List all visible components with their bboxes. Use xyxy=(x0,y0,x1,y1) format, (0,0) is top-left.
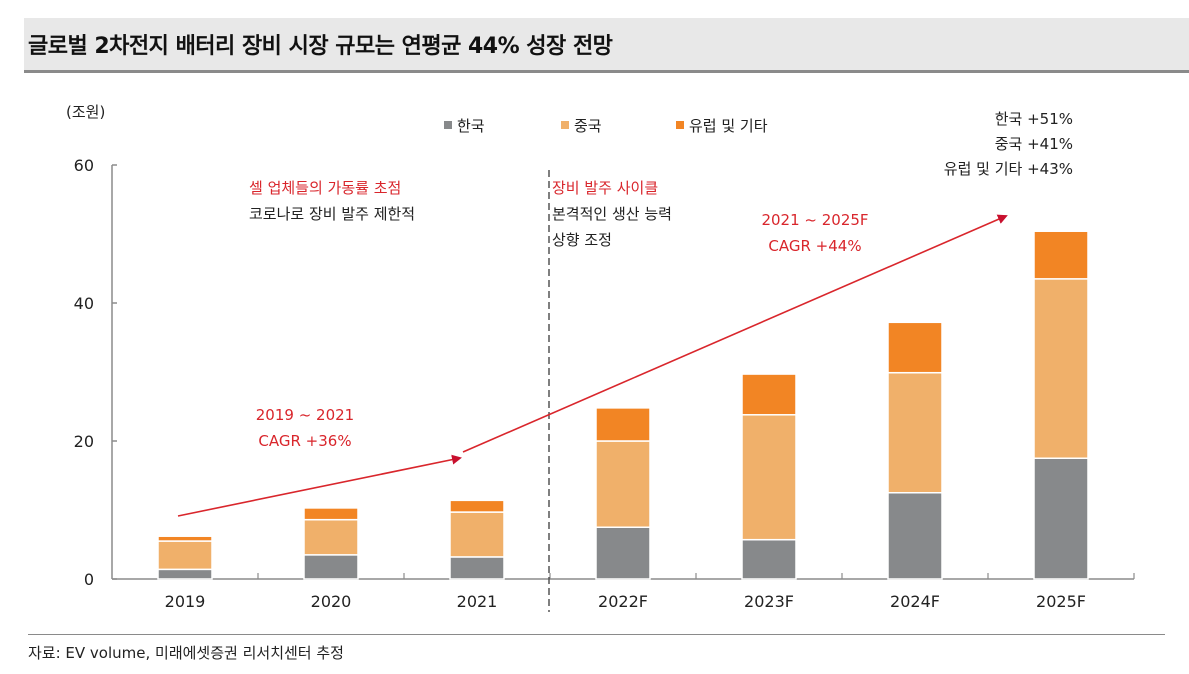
cagr2-value: CAGR +44% xyxy=(768,237,861,255)
legend: 한국 중국 유럽 및 기타 xyxy=(444,117,768,135)
bar-segment-korea xyxy=(887,492,943,580)
x-tick-label: 2025F xyxy=(1036,592,1086,611)
regional-cagr-label: 유럽 및 기타 +43% xyxy=(944,160,1073,178)
title-bar: 글로벌 2차전지 배터리 장비 시장 규모는 연평균 44% 성장 전망 xyxy=(24,18,1189,73)
cagr1-arrow xyxy=(177,454,462,517)
bar-segment-europe-other xyxy=(741,373,797,416)
chart-title: 글로벌 2차전지 배터리 장비 시장 규모는 연평균 44% 성장 전망 xyxy=(28,34,613,59)
left-period-headline: 셀 업체들의 가동률 초점 xyxy=(249,179,401,197)
y-tick-label: 40 xyxy=(74,294,94,313)
y-axis: 0 20 40 60 xyxy=(74,156,117,589)
legend-swatch xyxy=(444,121,452,129)
source-note: 자료: EV volume, 미래에셋증권 리서치센터 추정 xyxy=(28,644,344,662)
x-tick-label: 2021 xyxy=(457,592,498,611)
bar-segment-china xyxy=(887,371,943,494)
x-tick-label: 2023F xyxy=(744,592,794,611)
legend-label: 한국 xyxy=(457,117,485,135)
bar-segment-europe-other xyxy=(157,535,213,542)
cagr2-arrow xyxy=(462,214,1008,453)
footer-divider xyxy=(28,634,1165,635)
cagr1-value: CAGR +36% xyxy=(258,432,351,450)
y-tick-label: 60 xyxy=(74,156,94,175)
left-period-detail: 코로나로 장비 발주 제한적 xyxy=(249,205,415,223)
bar-segment-europe-other xyxy=(449,499,505,513)
right-period-detail: 본격적인 생산 능력 xyxy=(552,205,672,223)
x-tick-label: 2019 xyxy=(165,592,206,611)
bar-segment-china xyxy=(157,540,213,571)
bar-segment-china xyxy=(1033,278,1089,459)
bar-segment-korea xyxy=(741,538,797,580)
bar-segment-europe-other xyxy=(1033,230,1089,280)
bar-segment-korea xyxy=(303,554,359,580)
legend-label: 유럽 및 기타 xyxy=(689,117,768,135)
x-tick-label: 2024F xyxy=(890,592,940,611)
cagr2-period: 2021 ~ 2025F xyxy=(761,211,868,229)
bar-segment-china xyxy=(449,511,505,558)
bar-segment-europe-other xyxy=(595,407,651,442)
y-axis-label: (조원) xyxy=(66,103,105,121)
bar-segment-korea xyxy=(157,568,213,580)
bar-segment-europe-other xyxy=(303,507,359,521)
bar-segment-korea xyxy=(449,556,505,580)
annotations: 한국 +51% 중국 +41% 유럽 및 기타 +43% 셀 업체들의 가동률 초점코… xyxy=(177,110,1073,612)
bars xyxy=(157,230,1089,580)
x-tick-label: 2020 xyxy=(311,592,352,611)
legend-swatch xyxy=(676,121,684,129)
cagr1-period: 2019 ~ 2021 xyxy=(256,406,354,424)
bar-segment-korea xyxy=(1033,457,1089,580)
y-tick-label: 0 xyxy=(84,570,94,589)
bar-segment-china xyxy=(741,414,797,541)
legend-swatch xyxy=(561,121,569,129)
regional-cagr-label: 한국 +51% xyxy=(995,110,1073,128)
legend-label: 중국 xyxy=(574,117,602,135)
bar-segment-china xyxy=(303,518,359,556)
y-tick-label: 20 xyxy=(74,432,94,451)
x-tick-label: 2022F xyxy=(598,592,648,611)
regional-cagr-label: 중국 +41% xyxy=(995,135,1073,153)
right-period-headline: 장비 발주 사이클 xyxy=(552,179,658,197)
bar-segment-europe-other xyxy=(887,321,943,374)
bar-segment-china xyxy=(595,440,651,528)
right-period-detail: 상향 조정 xyxy=(552,231,612,249)
bar-segment-korea xyxy=(595,526,651,580)
